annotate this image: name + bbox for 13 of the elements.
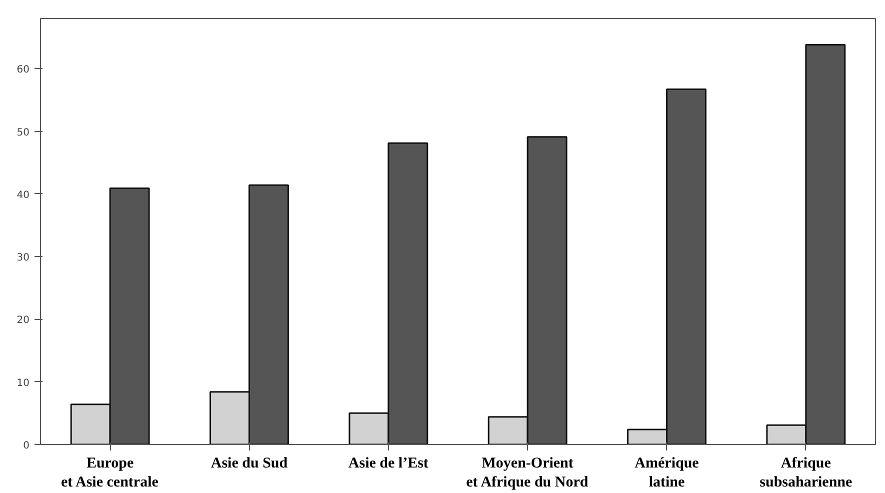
- x-tick-label: Moyen-Orient et Afrique du Nord: [466, 456, 589, 491]
- y-tick-label: 0: [23, 440, 30, 452]
- y-tick-label: 30: [16, 252, 30, 264]
- x-tick-label: Amérique latine: [634, 456, 700, 491]
- x-tick-label: Europe et Asie centrale: [60, 456, 159, 491]
- y-tick-label: 50: [16, 127, 30, 138]
- x-tick-label: Asie de l’Est: [348, 456, 428, 472]
- x-tick-label: Afrique subsaharienne: [760, 456, 853, 491]
- y-tick-label: 60: [16, 64, 30, 76]
- y-tick-label: 10: [16, 378, 30, 389]
- x-tick-label: Asie du Sud: [210, 456, 288, 472]
- y-tick-label: 20: [16, 315, 30, 326]
- y-tick-label: 40: [16, 190, 30, 201]
